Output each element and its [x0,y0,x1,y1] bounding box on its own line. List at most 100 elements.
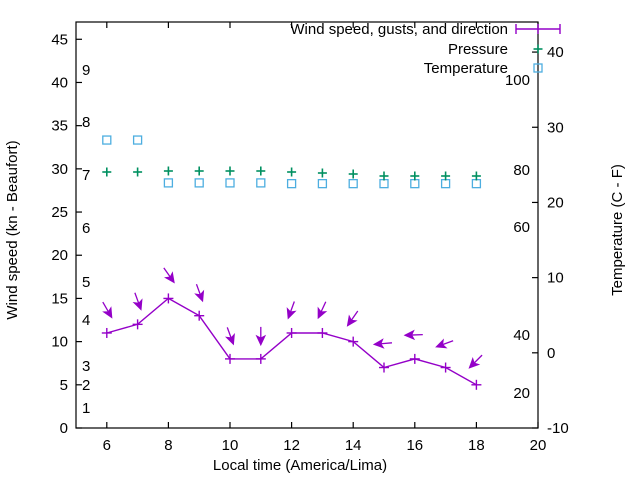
wind-direction-arrow [286,301,297,320]
arrow-head [403,329,416,341]
beaufort-label: 5 [82,274,90,291]
right-tick-label-c: 0 [547,345,555,362]
y-axis-title: Wind speed (kn - Beaufort) [4,140,21,319]
wind-direction-arrow [435,338,454,349]
wind-direction-arrows [102,267,483,369]
arrow-head [255,334,267,347]
temperature-marker [286,178,297,189]
arrow-head [224,332,235,346]
wind-direction-arrow [163,267,175,284]
beaufort-label: 1 [82,400,90,417]
x-tick-label: 8 [164,437,172,454]
series-wind-speed [101,293,482,390]
beaufort-label: 7 [82,167,90,184]
arrow-head [286,307,297,320]
arrow-head [372,338,385,349]
x-tick-label: 20 [530,437,547,454]
x-tick-label: 18 [468,437,485,454]
arrow-shaft [226,327,232,339]
y2-axis-title: Temperature (C - F) [609,164,626,296]
right-tick-label-f: 60 [513,219,530,236]
legend-label: Pressure [448,41,508,58]
arrow-shaft [350,310,359,322]
left-tick-label: 15 [51,290,68,307]
arrow-head [435,338,448,349]
bottom-axis: 6 8 10 12 14 16 18 20 [103,22,547,454]
arrow-shaft [379,342,393,345]
series-pressure [102,166,481,181]
right-axis-fahrenheit: 20 40 60 80 100 [505,72,530,402]
arrow-shaft [195,283,202,296]
right-tick-label-c: 40 [547,44,564,61]
temperature-marker [163,178,174,188]
arrow-shaft [473,354,483,365]
left-tick-label: 0 [60,420,68,437]
wind-direction-arrow [102,301,113,319]
beaufort-label: 2 [82,377,90,394]
right-tick-label-c: 20 [547,194,564,211]
right-tick-label-c: -10 [547,420,569,437]
left-axis: 0 5 10 15 20 25 30 35 40 45 [51,31,82,437]
beaufort-label: 3 [82,358,90,375]
arrow-shaft [134,292,140,305]
temperature-marker [132,135,143,145]
x-tick-label: 12 [283,437,300,454]
beaufort-label: 6 [82,220,90,237]
left-tick-label: 35 [51,118,68,135]
wind-direction-arrow [194,283,205,303]
right-axis-celsius: -10 0 10 20 30 40 [532,44,569,437]
wind-direction-arrow [132,292,143,311]
legend-square-marker [533,63,543,73]
beaufort-label: 4 [82,312,90,329]
arrow-shaft [163,267,172,279]
left-tick-label: 5 [60,377,68,394]
wind-direction-arrow [346,310,359,327]
left-tick-label: 40 [51,74,68,91]
wind-direction-arrow [468,354,483,369]
arrow-shaft [320,301,327,313]
temperature-marker [102,135,112,145]
plot-border [75,21,539,429]
arrow-head [194,289,205,303]
wind-direction-arrow [224,327,235,346]
right-tick-label-f: 40 [513,327,530,344]
left-tick-label: 10 [51,334,68,351]
arrow-head [164,271,175,284]
x-tick-label: 10 [222,437,239,454]
beaufort-label: 9 [82,62,90,79]
x-tick-label: 6 [103,437,111,454]
wind-direction-arrow [403,329,423,341]
right-tick-label-c: 30 [547,119,564,136]
legend-label: Temperature [424,60,508,77]
chart-legend: Wind speed, gusts, and direction Pressure… [290,21,561,77]
x-axis-title: Local time (America/Lima) [213,457,387,474]
temperature-marker [348,178,358,189]
arrow-shaft [441,340,454,346]
right-tick-label-c: 10 [547,270,564,287]
wind-direction-arrow [317,301,328,320]
plot-frame [75,21,539,429]
arrow-shaft [289,301,295,313]
temperature-marker [194,178,204,188]
arrow-head [132,298,143,311]
x-tick-label: 14 [345,437,362,454]
temperature-marker [256,178,266,188]
arrow-head [468,356,481,369]
left-tick-label: 30 [51,161,68,178]
beaufort-scale-labels: 1 2 3 4 5 6 7 8 9 [82,62,90,417]
wind-direction-arrow [372,338,393,349]
legend-label: Wind speed, gusts, and direction [290,21,508,38]
x-tick-label: 16 [406,437,423,454]
left-tick-label: 45 [51,31,68,48]
beaufort-label: 8 [82,114,90,131]
right-tick-label-f: 100 [505,72,530,89]
arrow-head [102,306,113,319]
right-tick-label-f: 20 [513,385,530,402]
temperature-marker [225,178,235,188]
temperature-marker [317,178,328,189]
left-tick-label: 20 [51,247,68,264]
arrow-head [317,306,328,320]
